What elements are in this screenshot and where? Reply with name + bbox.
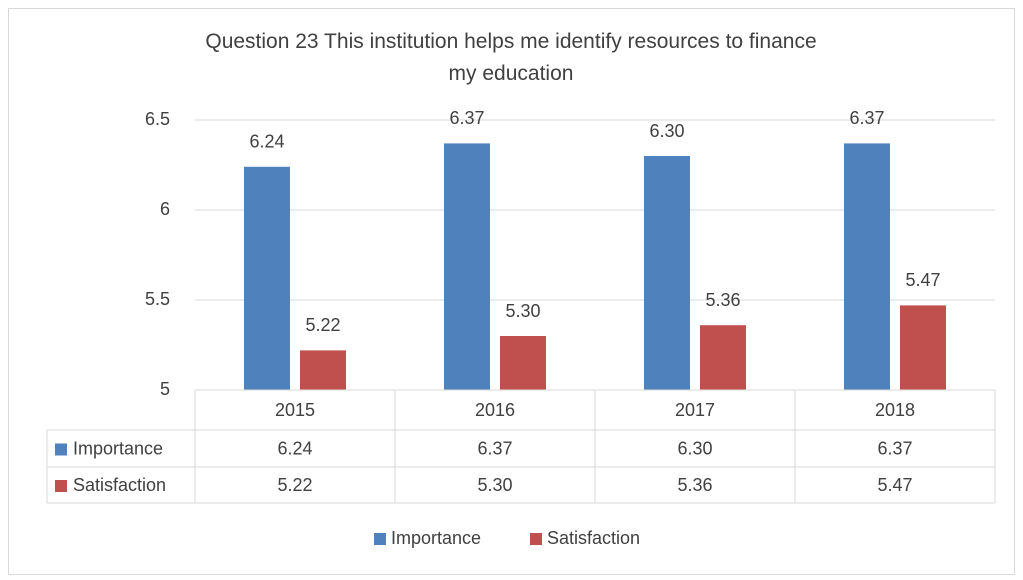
data-label: 5.47	[905, 270, 940, 290]
table-cell: 6.24	[277, 438, 312, 458]
bar	[644, 156, 690, 390]
table-cell: 6.37	[877, 438, 912, 458]
legend-label: Importance	[391, 528, 481, 548]
x-tick-label: 2018	[875, 400, 915, 420]
x-tick-label: 2016	[475, 400, 515, 420]
table-cell: 5.36	[677, 475, 712, 495]
bar	[244, 166, 290, 390]
data-label: 5.30	[505, 301, 540, 321]
y-tick-label: 6.5	[145, 109, 170, 129]
data-label: 6.24	[249, 132, 284, 152]
legend-key	[374, 533, 386, 545]
y-tick-label: 6	[160, 199, 170, 219]
table-cell: 6.37	[477, 438, 512, 458]
bar	[444, 143, 490, 390]
data-label: 6.37	[449, 108, 484, 128]
table-row-label: Importance	[73, 438, 163, 458]
table-cell: 6.30	[677, 438, 712, 458]
table-legend-key	[55, 480, 67, 492]
table-row-label: Satisfaction	[73, 475, 166, 495]
bar	[844, 143, 890, 390]
data-label: 6.37	[849, 108, 884, 128]
y-tick-label: 5.5	[145, 289, 170, 309]
table-cell: 5.47	[877, 475, 912, 495]
data-label: 6.30	[649, 121, 684, 141]
bar	[900, 305, 946, 390]
bar	[500, 336, 546, 390]
table-legend-key	[55, 443, 67, 456]
legend-label: Satisfaction	[547, 528, 640, 548]
legend-key	[530, 533, 542, 545]
table-cell: 5.22	[277, 475, 312, 495]
x-tick-label: 2015	[275, 400, 315, 420]
bar	[300, 350, 346, 390]
data-label: 5.22	[305, 315, 340, 335]
bar	[700, 325, 746, 390]
data-label: 5.36	[705, 290, 740, 310]
y-tick-label: 5	[160, 379, 170, 399]
chart-title: Question 23 This institution helps me id…	[205, 30, 817, 85]
table-cell: 5.30	[477, 475, 512, 495]
chart-border	[8, 8, 1015, 575]
x-tick-label: 2017	[675, 400, 715, 420]
